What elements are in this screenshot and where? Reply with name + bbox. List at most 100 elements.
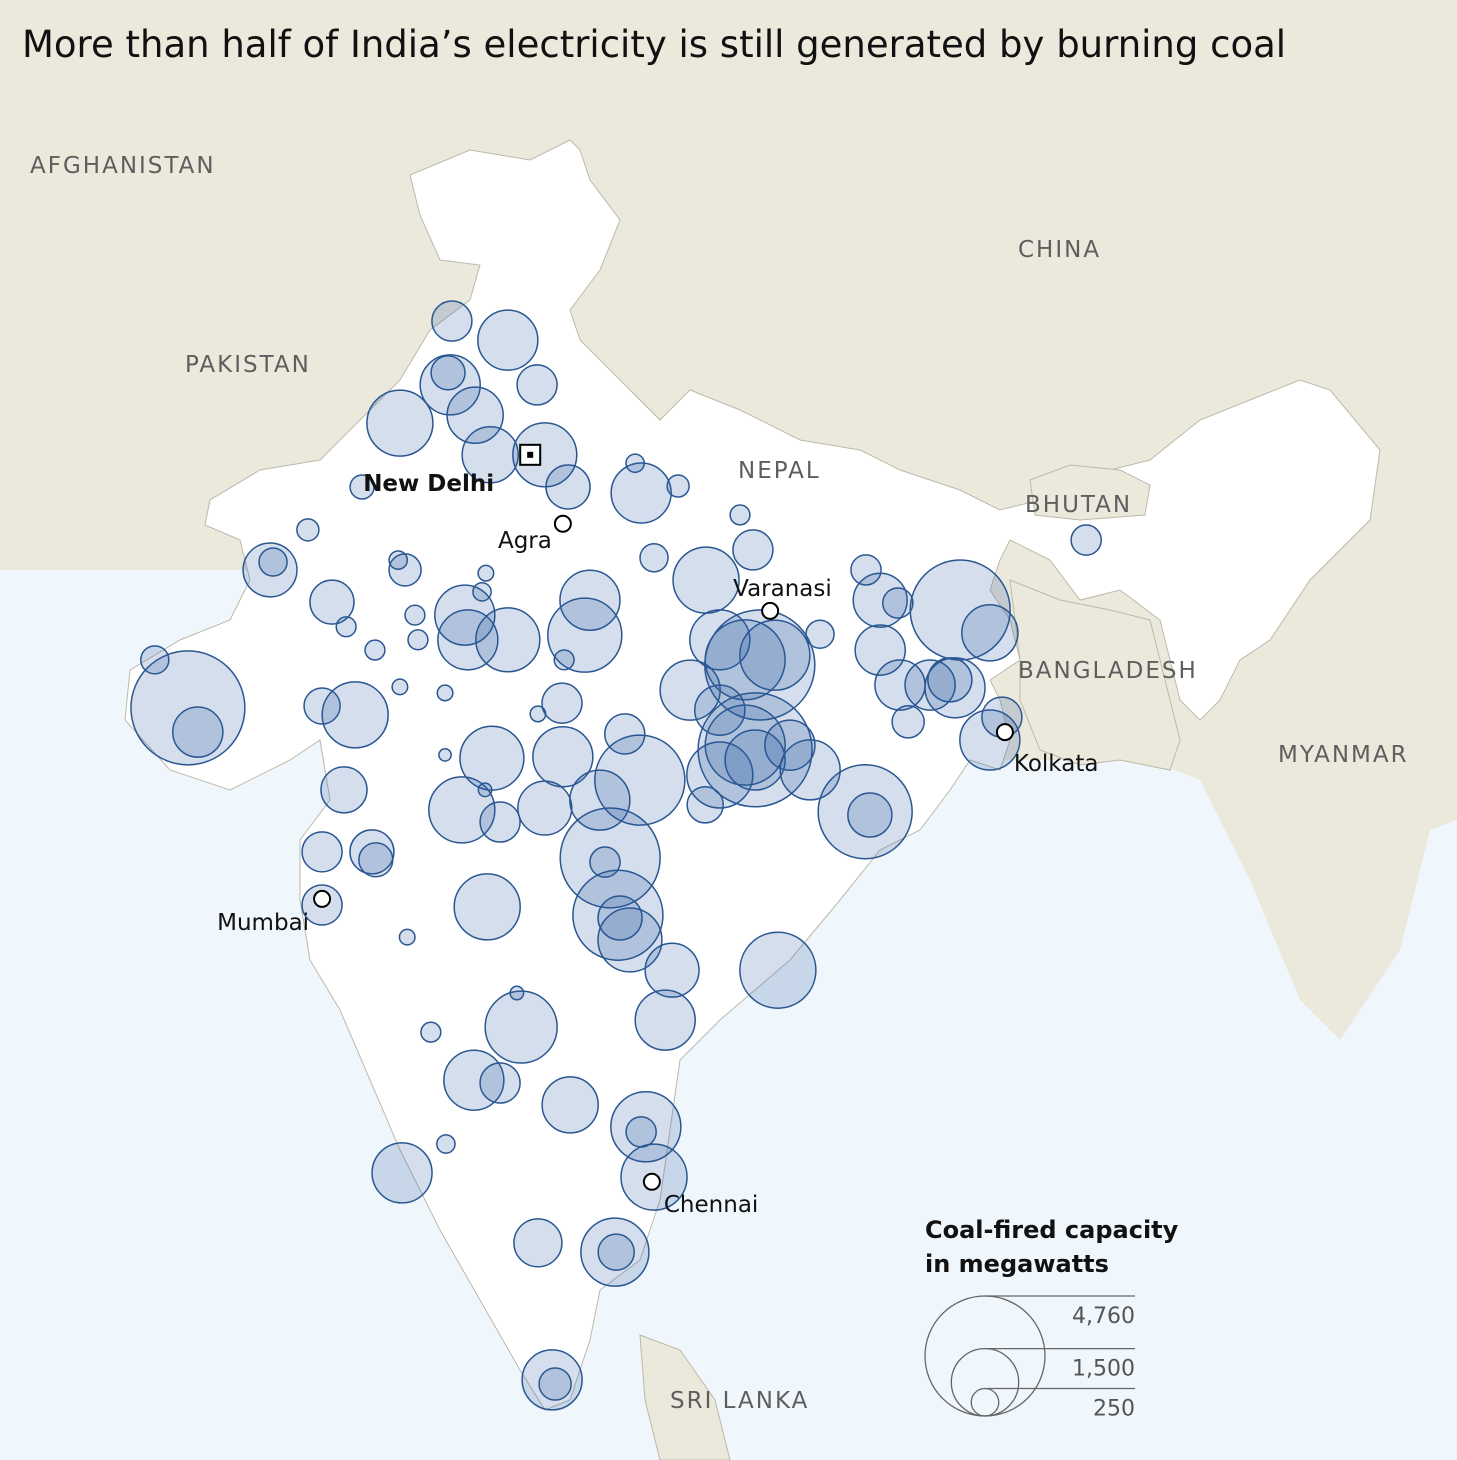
plant-bubble	[349, 829, 395, 875]
country-label: NEPAL	[738, 458, 821, 484]
city-label: Agra	[498, 528, 552, 554]
plant-bubble	[335, 616, 357, 638]
plant-bubble	[597, 895, 643, 941]
plant-bubble	[296, 518, 320, 542]
plant-bubble	[847, 792, 893, 838]
plant-bubble	[729, 504, 751, 526]
plant-bubble	[364, 639, 386, 661]
plant-bubble	[443, 1049, 505, 1111]
country-label: BANGLADESH	[1018, 658, 1198, 684]
plant-bubble	[388, 550, 409, 571]
plant-bubble	[430, 355, 466, 391]
plant-bubble	[666, 474, 690, 498]
plant-bubble	[437, 609, 499, 671]
plant-bubble	[704, 619, 786, 701]
plant-bubble	[419, 354, 481, 416]
plant-bubble	[366, 389, 434, 457]
plant-bubble	[704, 704, 786, 786]
city-label: Kolkata	[1014, 751, 1099, 777]
country-label: MYANMAR	[1278, 742, 1409, 768]
city-label: Varanasi	[733, 576, 832, 602]
plant-bubble	[309, 579, 355, 625]
bhutan	[1029, 464, 1151, 521]
plant-bubble	[258, 547, 288, 577]
plant-bubble	[904, 659, 956, 711]
plant-bubble	[398, 928, 416, 946]
plant-bubble	[461, 426, 519, 484]
plant-bubble	[130, 650, 246, 766]
plant-bubble	[479, 801, 521, 843]
plant-bubble	[512, 422, 578, 488]
legend-label: 4,760	[1072, 1304, 1135, 1329]
plant-bubble	[704, 609, 816, 721]
city-label: Mumbai	[217, 910, 309, 936]
plant-bubble	[541, 682, 583, 724]
plant-bubble	[927, 657, 973, 703]
plant-bubble	[764, 719, 816, 771]
plant-bubble	[589, 846, 621, 878]
country-label: PAKISTAN	[185, 352, 311, 378]
plant-bubble	[817, 764, 913, 860]
plant-bubble	[358, 842, 394, 878]
plant-bubble	[453, 873, 521, 941]
title: More than half of India’s electricity is…	[22, 23, 1286, 66]
plant-bubble	[420, 1021, 442, 1043]
country-label: CHINA	[1018, 237, 1101, 263]
plant-bubble	[724, 729, 786, 791]
legend-title: Coal-fired capacity	[925, 1216, 1179, 1244]
plant-bubble	[850, 554, 882, 586]
plant-bubble	[852, 572, 908, 628]
plant-bubble	[391, 678, 409, 696]
city-marker	[642, 1172, 661, 1191]
legend-label: 250	[1093, 1396, 1135, 1421]
plant-bubble	[431, 300, 473, 342]
plant-bubble	[509, 985, 525, 1001]
plant-bubble	[513, 1218, 563, 1268]
plant-bubble	[404, 604, 426, 626]
plant-bubble	[545, 464, 591, 510]
plant-bubble	[580, 1217, 650, 1287]
plant-bubble	[882, 587, 914, 619]
plant-bubble	[472, 581, 492, 602]
plant-bubble	[529, 705, 547, 723]
plant-bubble	[475, 607, 541, 673]
legend: Coal-fired capacity in megawatts 4,760 1,…	[924, 1216, 1179, 1421]
city-label: Chennai	[664, 1192, 758, 1218]
plant-bubble	[321, 681, 389, 749]
plant-bubble	[779, 739, 841, 801]
plant-bubble	[594, 734, 686, 826]
plant-bubble	[436, 684, 454, 702]
plant-bubble	[610, 1091, 682, 1163]
plant-bubble	[961, 604, 1019, 662]
plant-bubble	[446, 386, 504, 445]
plant-bubble	[854, 624, 907, 676]
country-label: AFGHANISTAN	[30, 153, 216, 179]
plant-bubble	[320, 766, 368, 814]
plant-bubble	[407, 629, 429, 651]
cities: New Delhi Agra Varanasi Kolkata Mumbai Chenna…	[217, 443, 1099, 1218]
plant-bubble	[517, 780, 573, 836]
plant-bubble	[572, 869, 664, 961]
plant-bubble	[349, 474, 375, 500]
plant-bubble	[625, 453, 645, 474]
plant-bubble	[477, 782, 493, 798]
plant-bubble	[891, 705, 925, 739]
plant-bubble	[436, 1134, 456, 1154]
plant-bubble	[516, 364, 558, 406]
city-marker	[313, 889, 332, 908]
plant-bubble	[371, 1142, 433, 1204]
legend-title: in megawatts	[925, 1250, 1109, 1278]
plant-bubble	[739, 931, 817, 1009]
plant-bubble	[672, 546, 740, 614]
plant-bubble	[553, 649, 575, 671]
plant-bubble	[171, 706, 224, 758]
sri-lanka	[639, 1334, 731, 1460]
plant-bubble	[532, 726, 594, 788]
plant-bubble	[625, 1116, 657, 1148]
plant-bubble	[559, 569, 621, 631]
plant-bubble	[559, 807, 661, 909]
legend-label: 1,500	[1072, 1357, 1135, 1382]
plants	[130, 300, 1102, 1411]
plant-bubble	[541, 1076, 599, 1134]
